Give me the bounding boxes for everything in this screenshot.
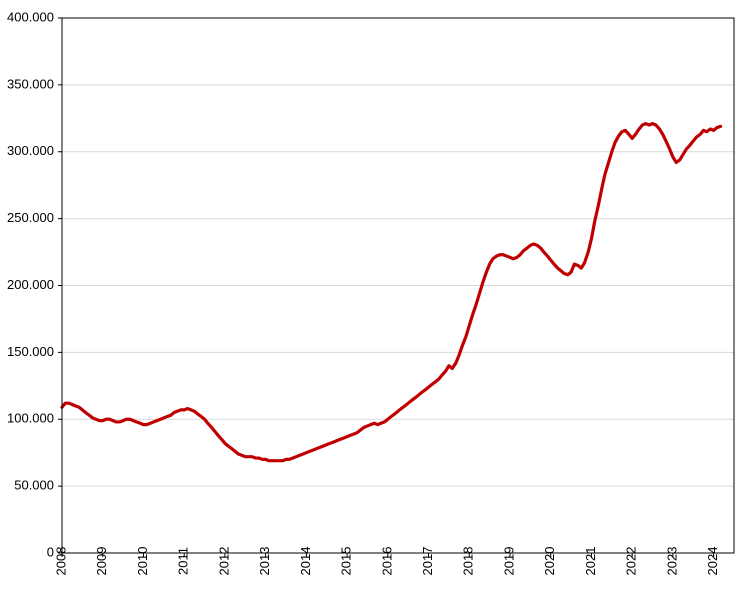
x-tick-label: 2017 <box>420 547 435 576</box>
x-tick-label: 2023 <box>664 547 679 576</box>
y-tick-label: 400.000 <box>7 9 54 24</box>
x-tick-label: 2018 <box>461 547 476 576</box>
x-tick-label: 2024 <box>705 547 720 576</box>
line-chart: 050.000100.000150.000200.000250.000300.0… <box>0 0 752 595</box>
x-tick-label: 2021 <box>583 547 598 576</box>
x-tick-label: 2009 <box>94 547 109 576</box>
x-tick-label: 2011 <box>176 547 191 575</box>
y-tick-label: 100.000 <box>7 411 54 426</box>
x-tick-label: 2019 <box>501 547 516 576</box>
y-tick-label: 150.000 <box>7 344 54 359</box>
x-tick-label: 2016 <box>379 547 394 576</box>
x-tick-label: 2015 <box>339 547 354 576</box>
x-tick-label: 2010 <box>135 547 150 576</box>
chart-svg: 050.000100.000150.000200.000250.000300.0… <box>0 0 752 595</box>
y-tick-label: 300.000 <box>7 143 54 158</box>
y-tick-label: 200.000 <box>7 277 54 292</box>
y-tick-label: 250.000 <box>7 210 54 225</box>
x-tick-label: 2020 <box>542 547 557 576</box>
x-tick-label: 2013 <box>257 547 272 576</box>
x-tick-label: 2014 <box>298 547 313 576</box>
x-tick-label: 2012 <box>216 547 231 576</box>
y-tick-label: 350.000 <box>7 76 54 91</box>
y-tick-label: 50.000 <box>14 478 54 493</box>
x-tick-label: 2008 <box>53 547 68 576</box>
x-tick-label: 2022 <box>624 547 639 576</box>
